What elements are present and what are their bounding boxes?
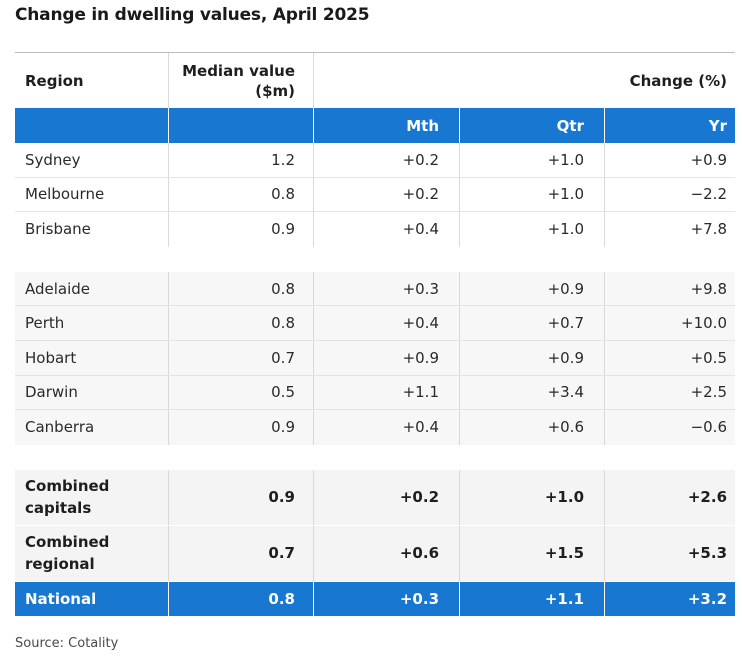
- table-row: Adelaide 0.8 +0.3 +0.9 +9.8: [15, 271, 735, 307]
- cell-mth: +0.4: [313, 410, 459, 445]
- cell-region: National: [25, 589, 97, 608]
- summary-row-combined-regional: Combined regional 0.7 +0.6 +1.5 +5.3: [15, 525, 735, 582]
- cell-mth: +0.9: [313, 340, 459, 375]
- cell-qtr: +0.9: [459, 271, 604, 306]
- source-note: Source: Cotality: [15, 636, 119, 651]
- region-line1: Combined: [25, 533, 110, 552]
- cell-region: Sydney: [25, 150, 81, 169]
- cell-mth: +0.2: [313, 177, 459, 212]
- subheader-blank-median: [168, 108, 313, 143]
- cell-median: 0.7: [168, 340, 313, 375]
- table-row: Perth 0.8 +0.4 +0.7 +10.0: [15, 306, 735, 341]
- cell-yr: −0.6: [604, 410, 735, 445]
- cell-yr: −2.2: [604, 177, 735, 212]
- subheader-qtr: Qtr: [459, 108, 604, 143]
- row-group-1: Sydney 1.2 +0.2 +1.0 +0.9 Melbourne 0.8 …: [15, 143, 735, 247]
- table-row: Brisbane 0.9 +0.4 +1.0 +7.8: [15, 212, 735, 247]
- header-median-line1: Median value: [182, 61, 295, 80]
- region-line2: capitals: [25, 499, 92, 518]
- cell-yr: +10.0: [604, 306, 735, 340]
- table-row: Canberra 0.9 +0.4 +0.6 −0.6: [15, 410, 735, 445]
- cell-median: 0.7: [168, 525, 313, 581]
- cell-mth: +0.2: [313, 143, 459, 177]
- cell-region: Combined capitals: [15, 470, 168, 525]
- summary-row-national: National 0.8 +0.3 +1.1 +3.2: [15, 581, 735, 616]
- cell-mth: +0.4: [313, 212, 459, 247]
- header-median-line2: ($m): [255, 81, 295, 100]
- cell-qtr: +0.6: [459, 410, 604, 445]
- cell-qtr: +1.0: [459, 212, 604, 247]
- cell-yr: +0.5: [604, 340, 735, 375]
- table-row: Melbourne 0.8 +0.2 +1.0 −2.2: [15, 177, 735, 213]
- header-region: Region: [25, 71, 84, 90]
- cell-region: Combined regional: [15, 526, 168, 581]
- cell-yr: +5.3: [604, 525, 735, 581]
- cell-region: Brisbane: [25, 220, 91, 239]
- cell-qtr: +1.1: [459, 581, 604, 616]
- table-row: Sydney 1.2 +0.2 +1.0 +0.9: [15, 143, 735, 178]
- cell-qtr: +0.9: [459, 340, 604, 375]
- header-median-value: Median value ($m): [168, 53, 313, 108]
- cell-mth: +1.1: [313, 375, 459, 410]
- cell-mth: +0.3: [313, 271, 459, 306]
- summary-row-combined-capitals: Combined capitals 0.9 +0.2 +1.0 +2.6: [15, 469, 735, 526]
- dwelling-values-table: Region Median value ($m) Change (%) Mth …: [15, 52, 735, 616]
- cell-region: Darwin: [25, 383, 78, 402]
- cell-region: Adelaide: [25, 279, 91, 298]
- cell-yr: +9.8: [604, 271, 735, 306]
- cell-qtr: +0.7: [459, 306, 604, 340]
- cell-qtr: +3.4: [459, 375, 604, 410]
- cell-qtr: +1.0: [459, 469, 604, 525]
- cell-mth: +0.2: [313, 469, 459, 525]
- group-gap: [15, 445, 735, 470]
- cell-median: 0.8: [168, 306, 313, 340]
- header-change: Change (%): [313, 53, 735, 108]
- cell-region: Canberra: [25, 418, 95, 437]
- cell-qtr: +1.0: [459, 177, 604, 212]
- cell-qtr: +1.0: [459, 143, 604, 177]
- cell-mth: +0.6: [313, 525, 459, 581]
- subheader-yr: Yr: [604, 108, 735, 143]
- cell-mth: +0.3: [313, 581, 459, 616]
- cell-yr: +2.6: [604, 469, 735, 525]
- table-row: Hobart 0.7 +0.9 +0.9 +0.5: [15, 340, 735, 376]
- group-gap: [15, 247, 735, 272]
- cell-median: 0.9: [168, 410, 313, 445]
- cell-yr: +7.8: [604, 212, 735, 247]
- table-row: Darwin 0.5 +1.1 +3.4 +2.5: [15, 375, 735, 411]
- subheader-blank: [15, 108, 168, 143]
- cell-median: 0.8: [168, 271, 313, 306]
- cell-region: Perth: [25, 314, 65, 333]
- cell-median: 0.8: [168, 177, 313, 212]
- cell-region: Hobart: [25, 348, 77, 367]
- region-line1: Combined: [25, 477, 110, 496]
- cell-qtr: +1.5: [459, 525, 604, 581]
- cell-mth: +0.4: [313, 306, 459, 340]
- cell-region: Melbourne: [25, 185, 105, 204]
- table-subheader-row: Mth Qtr Yr: [15, 108, 735, 143]
- region-line2: regional: [25, 555, 95, 574]
- cell-median: 0.8: [168, 581, 313, 616]
- row-group-2: Adelaide 0.8 +0.3 +0.9 +9.8 Perth 0.8 +0…: [15, 271, 735, 445]
- cell-median: 1.2: [168, 143, 313, 177]
- subheader-mth: Mth: [313, 108, 459, 143]
- chart-title: Change in dwelling values, April 2025: [15, 5, 370, 25]
- cell-yr: +0.9: [604, 143, 735, 177]
- table-header-row: Region Median value ($m) Change (%): [15, 52, 735, 108]
- cell-yr: +3.2: [604, 581, 735, 616]
- cell-median: 0.9: [168, 212, 313, 247]
- cell-median: 0.5: [168, 375, 313, 410]
- cell-median: 0.9: [168, 469, 313, 525]
- cell-yr: +2.5: [604, 375, 735, 410]
